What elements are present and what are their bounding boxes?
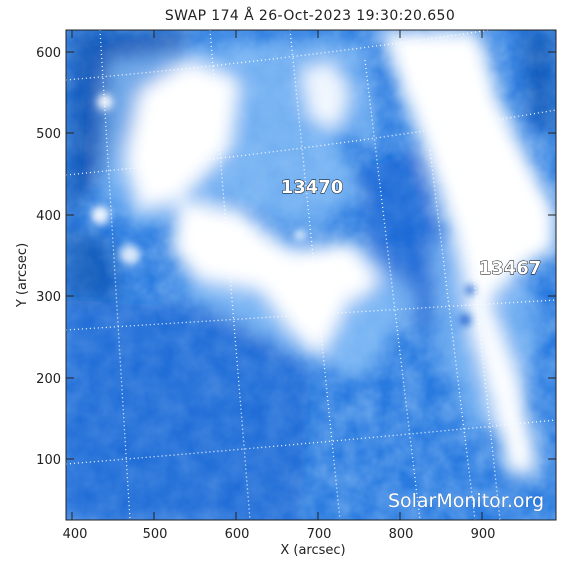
x-axis <box>71 30 483 520</box>
x-axis-label: X (arcsec) <box>280 543 345 558</box>
solar-image <box>66 30 556 520</box>
active-region-label: 13467 <box>479 258 542 279</box>
heliographic-grid <box>66 30 556 520</box>
y-tick-label: 100 <box>36 453 61 468</box>
x-tick-label: 900 <box>471 527 496 542</box>
y-axis-label: Y (arcsec) <box>15 243 30 308</box>
y-tick-label: 500 <box>36 127 61 142</box>
y-axis <box>66 51 556 460</box>
y-tick-label: 600 <box>36 46 61 61</box>
plot-title: SWAP 174 Å 26-Oct-2023 19:30:20.650 <box>165 7 455 24</box>
x-tick-label: 500 <box>143 527 168 542</box>
x-tick-label: 400 <box>63 527 88 542</box>
x-tick-label: 600 <box>225 527 250 542</box>
watermark-text: SolarMonitor.org <box>388 490 544 512</box>
x-tick-label: 800 <box>389 527 414 542</box>
y-tick-label: 200 <box>36 372 61 387</box>
active-region-label: 13470 <box>281 177 344 198</box>
plot-frame <box>65 29 557 521</box>
y-tick-label: 400 <box>36 209 61 224</box>
x-tick-label: 700 <box>307 527 332 542</box>
y-tick-label: 300 <box>36 290 61 305</box>
